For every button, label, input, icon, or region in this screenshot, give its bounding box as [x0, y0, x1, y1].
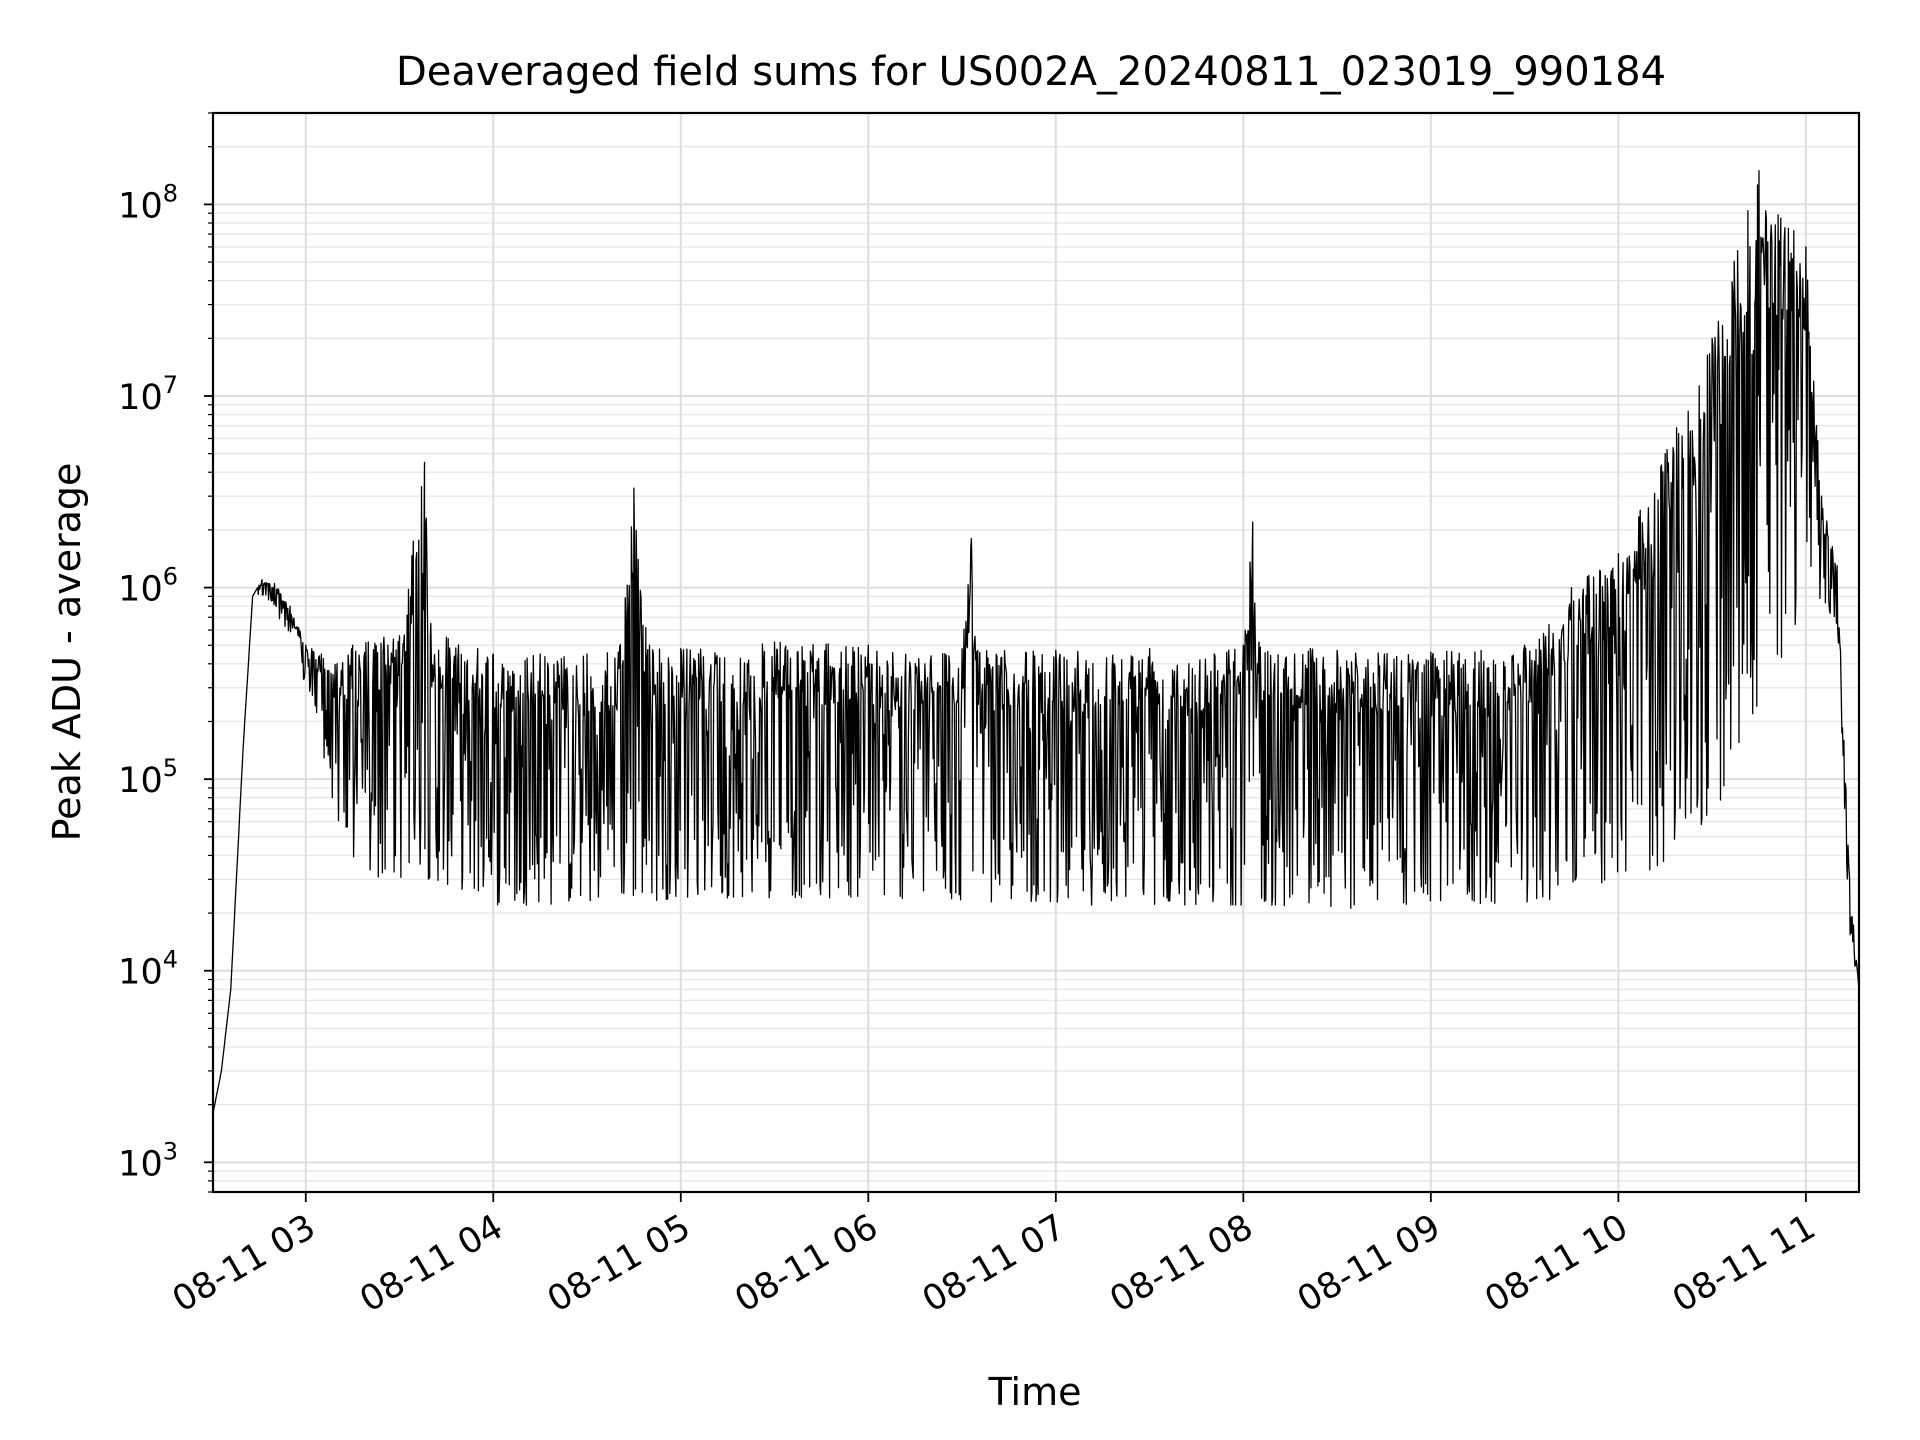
chart-title: Deaveraged field sums for US002A_2024081… [396, 49, 1666, 95]
x-axis-label: Time [988, 1370, 1082, 1414]
y-tick-base: 10 [118, 761, 163, 801]
y-tick-label: 106 [118, 563, 178, 610]
y-tick-exponent: 7 [163, 371, 178, 399]
y-tick-label: 108 [118, 179, 178, 226]
y-tick-base: 10 [118, 378, 163, 418]
y-tick-base: 10 [118, 953, 163, 993]
y-tick-exponent: 3 [163, 1137, 178, 1165]
y-tick-label: 104 [118, 946, 178, 993]
y-tick-label: 107 [118, 371, 178, 418]
y-tick-label: 105 [118, 754, 178, 801]
plot-frame [211, 111, 1861, 1194]
y-tick-exponent: 6 [163, 563, 178, 591]
y-tick-base: 10 [118, 186, 163, 226]
y-tick-exponent: 5 [163, 754, 178, 782]
series-line [212, 170, 1860, 1114]
y-tick-label: 103 [118, 1137, 178, 1184]
plot-area [212, 170, 1860, 1114]
y-tick-base: 10 [118, 570, 163, 610]
y-axis-label: Peak ADU - average [45, 463, 89, 842]
y-tick-exponent: 8 [163, 179, 178, 207]
y-tick-base: 10 [118, 1144, 163, 1184]
y-tick-exponent: 4 [163, 946, 178, 974]
